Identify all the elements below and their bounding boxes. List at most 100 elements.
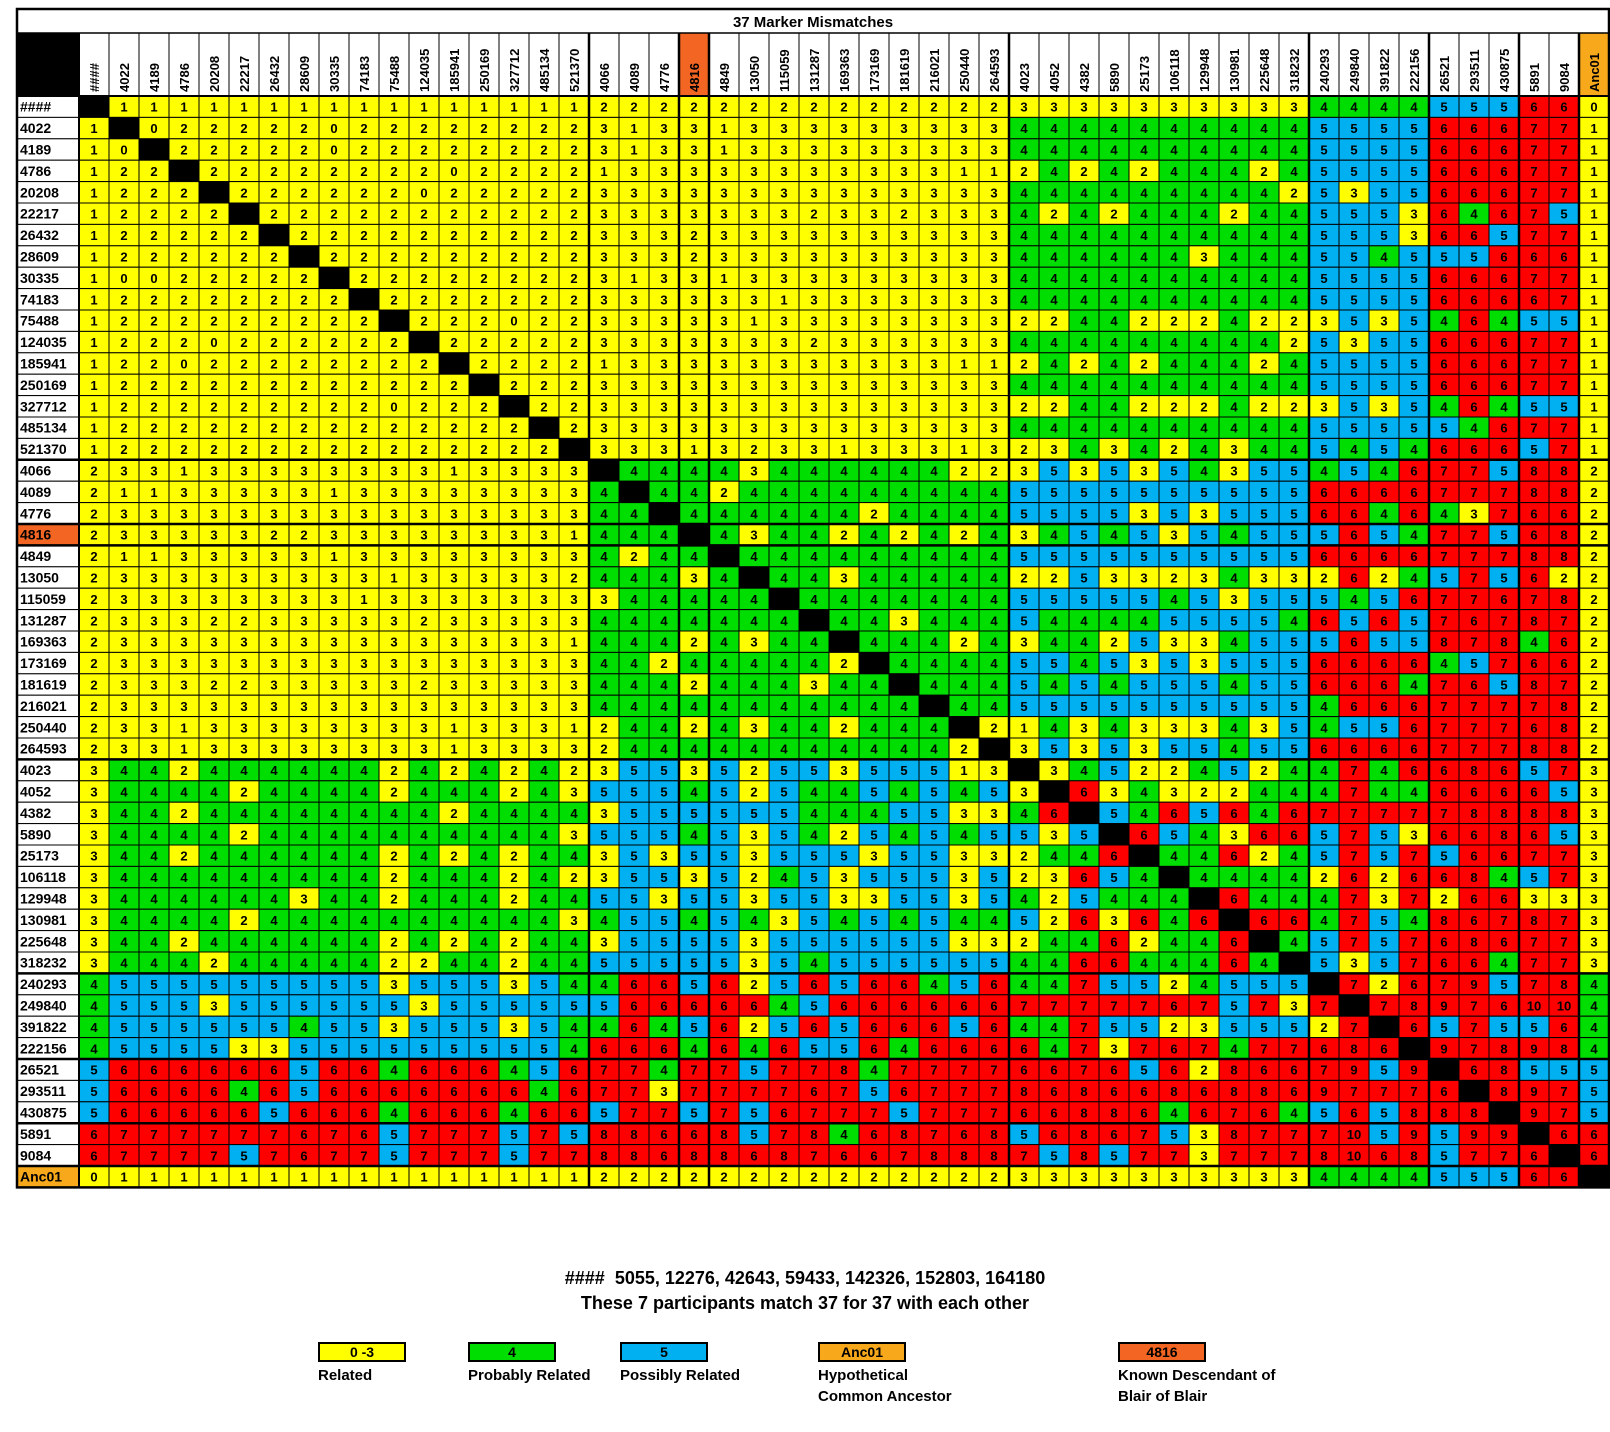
cell-value: 2 xyxy=(120,335,127,350)
cell-value: 2 xyxy=(1020,357,1027,372)
cell-value: 8 xyxy=(1530,913,1537,928)
cell-value: 4 xyxy=(780,506,788,521)
cell-value: 2 xyxy=(150,357,157,372)
cell-value: 3 xyxy=(1200,250,1207,265)
col-header-label: 181619 xyxy=(897,49,912,92)
cell-value: 4 xyxy=(240,763,248,778)
cell-value: 2 xyxy=(330,228,337,243)
cell-value: 5 xyxy=(1380,335,1387,350)
cell-value: 2 xyxy=(120,399,127,414)
cell-value: 3 xyxy=(960,314,967,329)
cell-value: 2 xyxy=(120,164,127,179)
cell-value: 5 xyxy=(1110,464,1117,479)
cell-value: 6 xyxy=(1470,271,1477,286)
cell-value: 4 xyxy=(750,485,758,500)
cell-value: 5 xyxy=(660,827,667,842)
cell-value: 4 xyxy=(960,571,968,586)
cell-value: 4 xyxy=(180,870,188,885)
cell-value: 6 xyxy=(360,1084,367,1099)
cell-value: 2 xyxy=(420,314,427,329)
cell-value: 3 xyxy=(750,464,757,479)
cell-value: 2 xyxy=(120,314,127,329)
cell-value: 2 xyxy=(540,292,547,307)
cell-value: 4 xyxy=(750,549,758,564)
cell-value: 4 xyxy=(660,699,668,714)
cell-value: 4 xyxy=(1320,464,1328,479)
cell-value: 3 xyxy=(990,442,997,457)
cell-value: 3 xyxy=(960,335,967,350)
cell-value: 4 xyxy=(1320,913,1328,928)
cell-value: 5 xyxy=(630,892,637,907)
cell-value: 10 xyxy=(1557,999,1571,1014)
row-header-label: 129948 xyxy=(20,891,67,907)
col-header-label: 521370 xyxy=(567,49,582,92)
cell-value: 4 xyxy=(630,720,638,735)
cell-value: 2 xyxy=(270,442,277,457)
cell-value: 5 xyxy=(180,1020,187,1035)
cell-value: 5 xyxy=(690,934,697,949)
cell-value: 5 xyxy=(1350,228,1357,243)
cell-value: 3 xyxy=(810,185,817,200)
cell-value: 4 xyxy=(1170,892,1178,907)
cell-value: 4 xyxy=(630,635,638,650)
cell-value: 7 xyxy=(1470,571,1477,586)
cell-value: 5 xyxy=(1350,292,1357,307)
cell-value: 3 xyxy=(690,164,697,179)
cell-value: 2 xyxy=(450,378,457,393)
cell-value: 5 xyxy=(1560,1063,1567,1078)
cell-value: 2 xyxy=(690,678,697,693)
col-header-label: 173169 xyxy=(867,49,882,92)
cell-value: 5 xyxy=(1380,1063,1387,1078)
cell-value: 6 xyxy=(1080,785,1087,800)
cell-value: 3 xyxy=(840,143,847,158)
cell-value: 5 xyxy=(1170,464,1177,479)
cell-value: 0 xyxy=(450,164,457,179)
cell-value: 3 xyxy=(330,699,337,714)
cell-value: 4 xyxy=(1080,292,1088,307)
cell-value: 2 xyxy=(960,742,967,757)
cell-value: 3 xyxy=(270,656,277,671)
cell-value: 3 xyxy=(810,421,817,436)
cell-value: 3 xyxy=(960,143,967,158)
cell-value: 4 xyxy=(1380,464,1388,479)
cell-value: 4 xyxy=(930,635,938,650)
heatmap-cell xyxy=(1278,951,1310,974)
cell-value: 5 xyxy=(690,806,697,821)
cell-value: 7 xyxy=(1560,763,1567,778)
cell-value: 6 xyxy=(1320,742,1327,757)
cell-value: 3 xyxy=(810,143,817,158)
cell-value: 4 xyxy=(1170,207,1178,222)
cell-value: 4 xyxy=(150,827,158,842)
cell-value: 1 xyxy=(90,292,97,307)
cell-value: 4 xyxy=(1110,335,1118,350)
cell-value: 2 xyxy=(480,335,487,350)
cell-value: 5 xyxy=(1350,314,1357,329)
heatmap-cell xyxy=(78,95,110,118)
cell-value: 5 xyxy=(1410,185,1417,200)
cell-value: 5 xyxy=(1500,1020,1507,1035)
cell-value: 2 xyxy=(90,656,97,671)
cell-value: 3 xyxy=(990,250,997,265)
cell-value: 2 xyxy=(390,250,397,265)
cell-value: 7 xyxy=(1470,528,1477,543)
heatmap-cell xyxy=(1038,780,1070,803)
cell-value: 4 xyxy=(1230,185,1238,200)
cell-value: 2 xyxy=(570,292,577,307)
cell-value: 7 xyxy=(1530,699,1537,714)
cell-value: 3 xyxy=(510,977,517,992)
cell-value: 2 xyxy=(330,335,337,350)
cell-value: 4 xyxy=(780,870,788,885)
cell-value: 3 xyxy=(660,292,667,307)
heatmap-cell xyxy=(198,181,230,204)
cell-value: 3 xyxy=(600,250,607,265)
cell-value: 4 xyxy=(600,613,608,628)
cell-value: 4 xyxy=(1410,785,1418,800)
cell-value: 4 xyxy=(1020,1020,1028,1035)
col-header-cell xyxy=(1458,32,1490,97)
cell-value: 5 xyxy=(120,1041,127,1056)
cell-value: 5 xyxy=(1470,656,1477,671)
cell-value: 3 xyxy=(690,421,697,436)
cell-value: 3 xyxy=(690,271,697,286)
cell-value: 4 xyxy=(630,742,638,757)
cell-value: 7 xyxy=(630,1084,637,1099)
